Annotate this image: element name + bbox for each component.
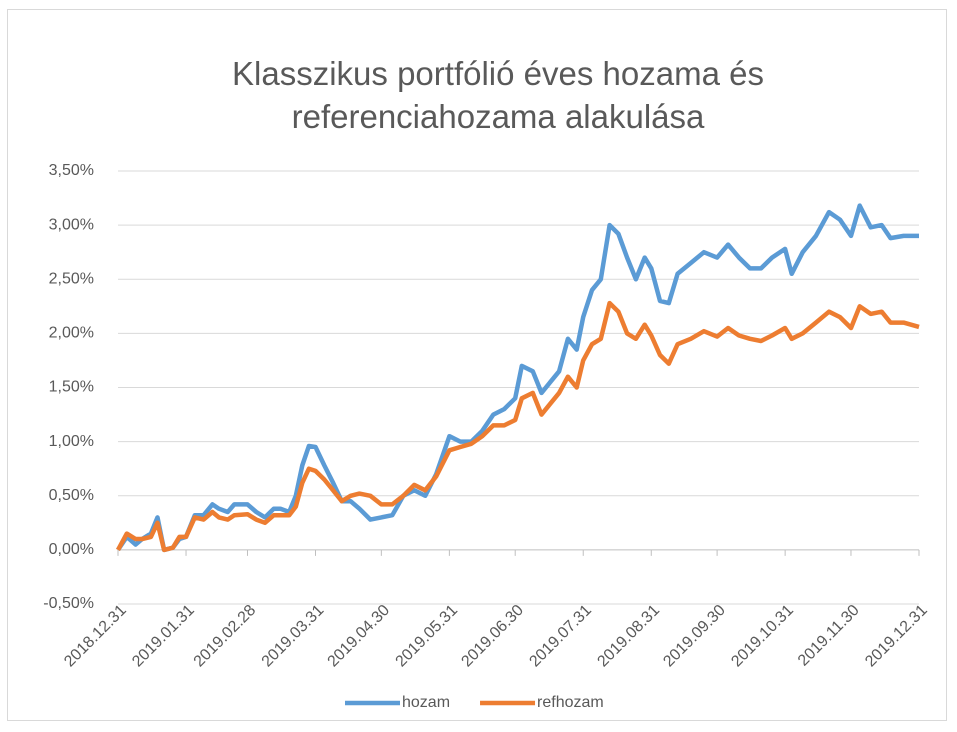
x-tick-label: 2019.10.31 xyxy=(728,602,797,671)
x-tick-label: 2019.09.30 xyxy=(660,602,729,671)
x-tick-label: 2019.07.31 xyxy=(526,602,595,671)
x-tick-label: 2019.12.31 xyxy=(862,602,931,671)
x-tick-label: 2019.02.28 xyxy=(191,602,260,671)
y-tick-label: 0,50% xyxy=(49,487,94,504)
x-tick-label: 2019.05.31 xyxy=(393,602,462,671)
chart-frame xyxy=(7,9,947,721)
x-tick-label: 2019.08.31 xyxy=(594,602,663,671)
series-line xyxy=(116,300,920,553)
y-tick-label: 0,00% xyxy=(49,541,94,558)
y-tick-label: 3,50% xyxy=(49,162,94,179)
legend-label: hozam xyxy=(402,694,450,711)
y-tick-label: 1,50% xyxy=(49,379,94,396)
y-tick-label: 2,50% xyxy=(49,270,94,287)
y-tick-label: 3,00% xyxy=(49,216,94,233)
y-tick-label: -0,50% xyxy=(43,595,94,612)
chart-title: Klasszikus portfólió éves hozama és refe… xyxy=(232,55,764,135)
y-tick-label: 2,00% xyxy=(49,325,94,342)
x-tick-label: 2019.06.30 xyxy=(458,602,527,671)
x-tick-label: 2019.03.31 xyxy=(259,602,328,671)
x-tick-label: 2019.04.30 xyxy=(325,602,394,671)
x-tick-label: 2019.11.30 xyxy=(795,602,863,670)
y-tick-label: 1,00% xyxy=(49,433,94,450)
legend-label: refhozam xyxy=(537,694,604,711)
x-tick-label: 2019.01.31 xyxy=(129,602,198,671)
series-line xyxy=(116,203,919,553)
